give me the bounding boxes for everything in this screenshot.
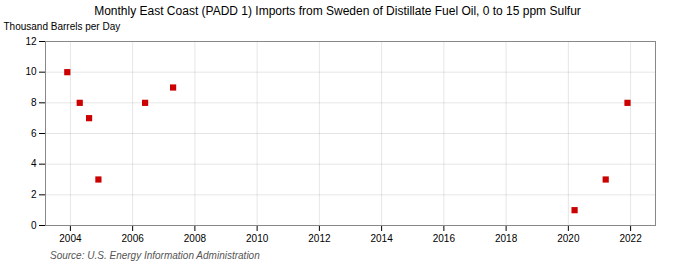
svg-text:2014: 2014 (370, 233, 393, 244)
svg-text:8: 8 (31, 97, 37, 108)
svg-text:6: 6 (31, 128, 37, 139)
svg-text:0: 0 (31, 220, 37, 231)
svg-text:2010: 2010 (246, 233, 269, 244)
svg-text:2022: 2022 (619, 233, 642, 244)
svg-text:Thousand Barrels per Day: Thousand Barrels per Day (4, 21, 121, 32)
svg-text:4: 4 (31, 158, 37, 169)
svg-text:2008: 2008 (184, 233, 207, 244)
svg-text:10: 10 (25, 66, 37, 77)
svg-text:2012: 2012 (308, 233, 331, 244)
svg-text:2018: 2018 (495, 233, 518, 244)
html-text:Monthly East Coast (PADD 1) Im: Monthly East Coast (PADD 1) Imports from… (94, 4, 581, 18)
svg-text:12: 12 (25, 36, 37, 47)
svg-text:2: 2 (31, 189, 37, 200)
svg-text:2020: 2020 (557, 233, 580, 244)
svg-text:2004: 2004 (59, 233, 82, 244)
svg-text:2006: 2006 (122, 233, 145, 244)
html-text:Source: U.S. Energy Informatio: Source: U.S. Energy Information Administ… (50, 250, 260, 261)
svg-text:2016: 2016 (433, 233, 456, 244)
